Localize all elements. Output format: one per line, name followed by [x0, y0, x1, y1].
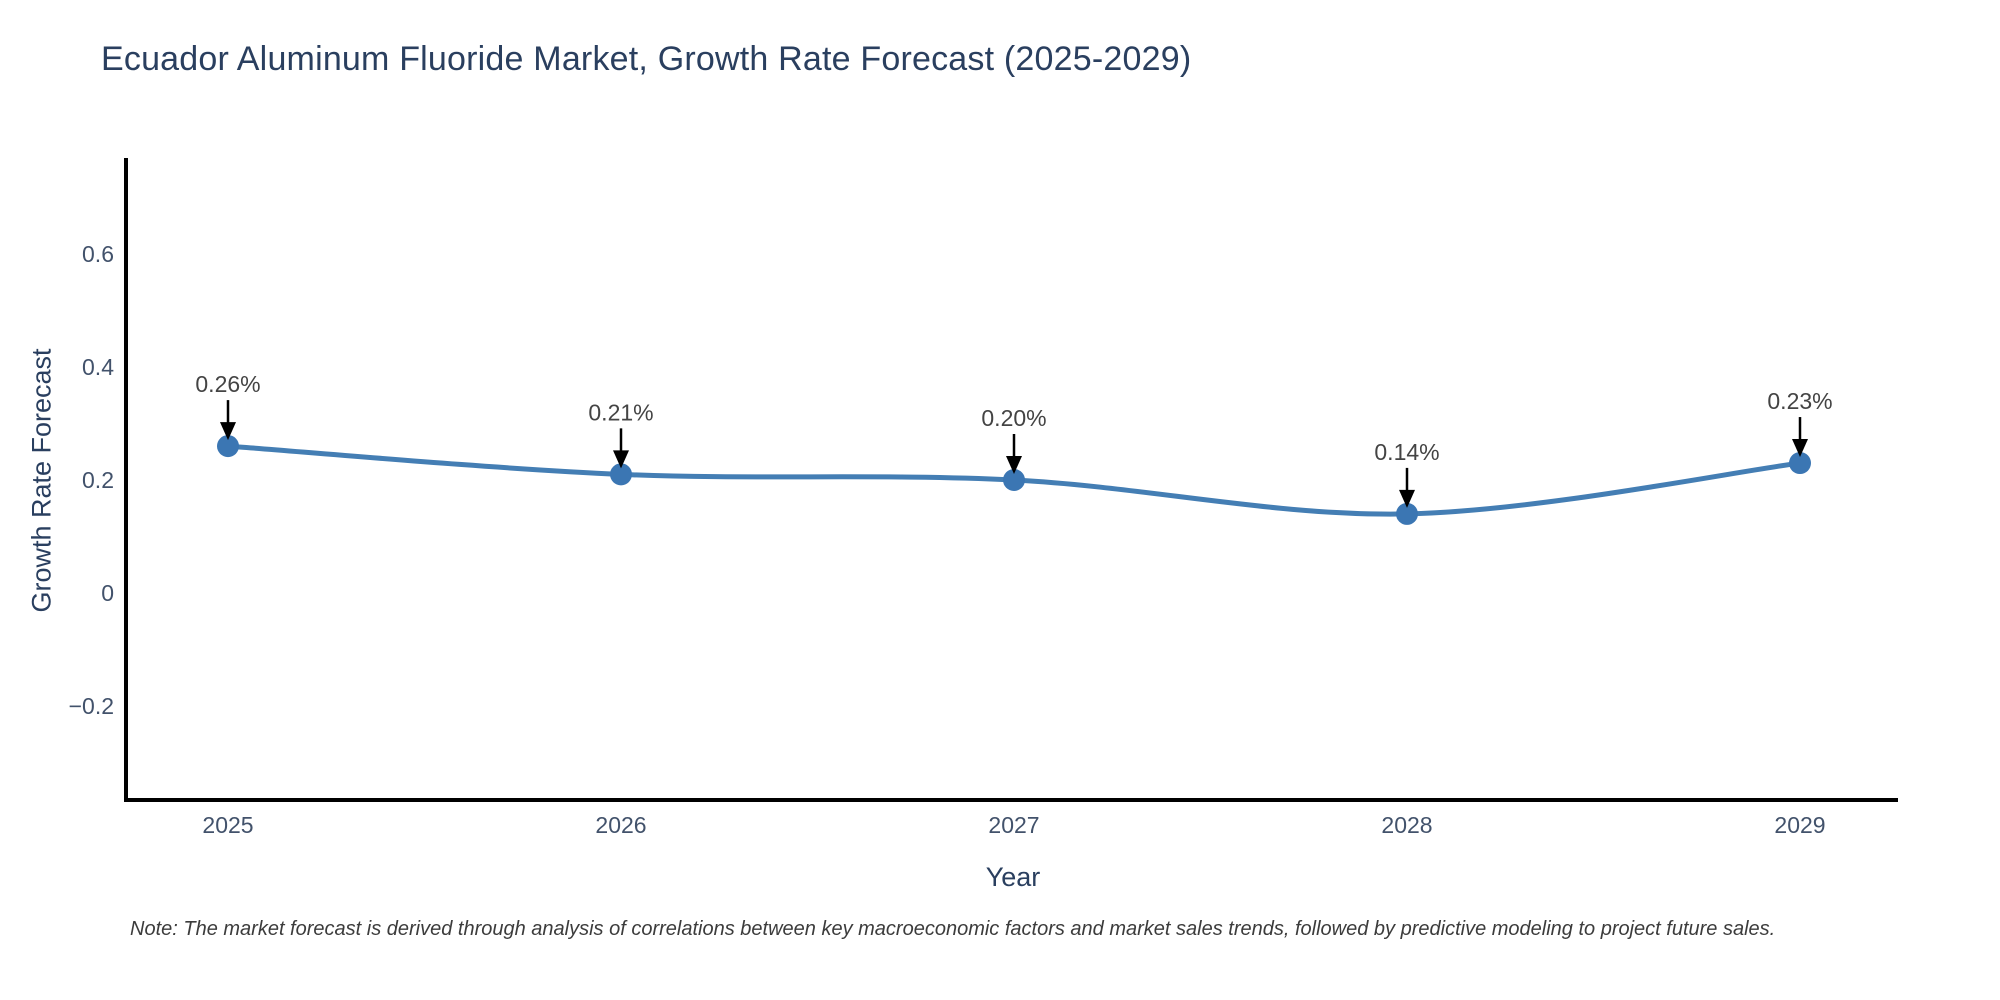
x-axis-title: Year: [985, 862, 1041, 892]
annotation-arrowhead: [1006, 456, 1022, 474]
data-point-marker: [1003, 469, 1025, 491]
annotation-arrowhead: [613, 450, 629, 469]
annotation-arrowhead: [1399, 489, 1415, 508]
data-point-marker: [1789, 452, 1811, 475]
point-value-label: 0.21%: [588, 399, 653, 425]
annotation-arrowhead: [1792, 439, 1808, 458]
y-tick-label: 0: [101, 580, 114, 606]
x-tick-label: 2029: [1774, 812, 1825, 838]
point-value-label: 0.14%: [1374, 439, 1439, 465]
y-tick-label: 0.4: [82, 354, 114, 380]
x-tick-label: 2028: [1381, 812, 1432, 838]
data-point-marker: [1396, 502, 1418, 525]
y-tick-label: 0.6: [82, 241, 114, 267]
x-tick-label: 2025: [202, 812, 253, 838]
x-tick-label: 2027: [988, 812, 1039, 838]
x-tick-label: 2026: [595, 812, 646, 838]
footnote: Note: The market forecast is derived thr…: [130, 918, 1776, 940]
y-tick-label: −0.2: [69, 693, 114, 719]
point-value-label: 0.23%: [1767, 388, 1832, 414]
y-axis-title: Growth Rate Forecast: [26, 348, 57, 613]
data-point-marker: [610, 463, 632, 486]
chart-title: Ecuador Aluminum Fluoride Market, Growth…: [101, 40, 1192, 78]
point-value-label: 0.26%: [195, 371, 260, 397]
data-point-marker: [217, 435, 239, 458]
y-tick-label: 0.2: [82, 467, 114, 493]
point-value-label: 0.20%: [981, 405, 1046, 431]
annotation-arrowhead: [220, 422, 236, 441]
